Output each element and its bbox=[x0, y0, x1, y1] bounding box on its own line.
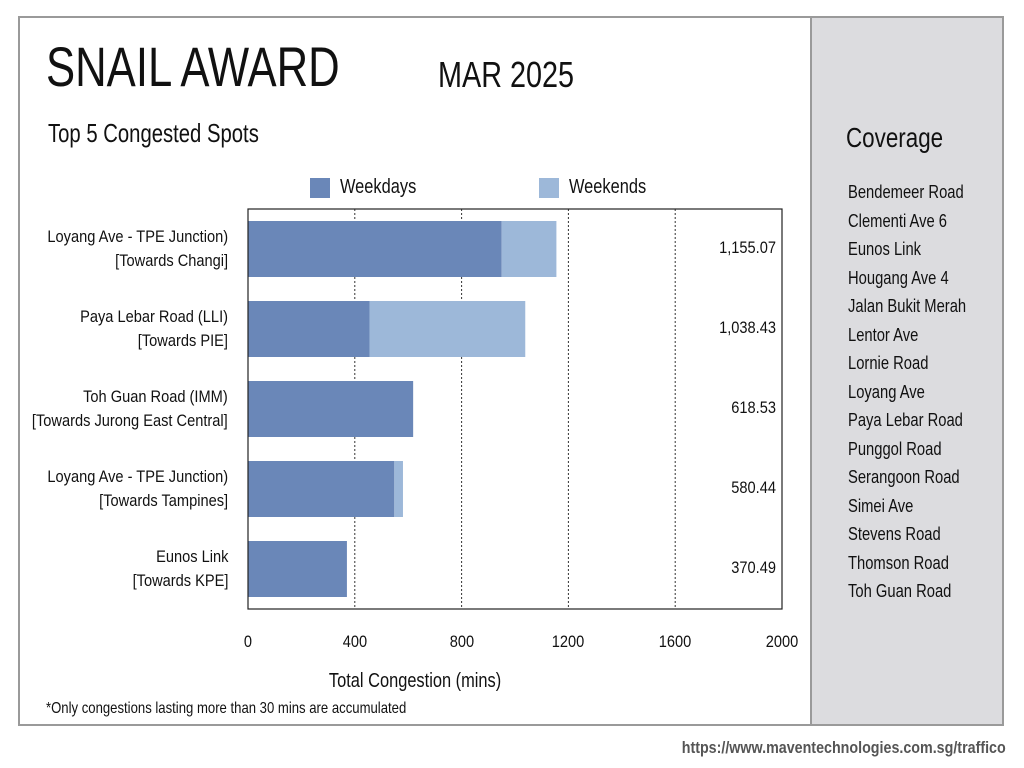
category-label-line: [Towards Jurong East Central] bbox=[32, 411, 228, 430]
coverage-road: Lornie Road bbox=[848, 353, 929, 373]
x-tick-label: 2000 bbox=[765, 632, 799, 651]
coverage-road: Punggol Road bbox=[848, 438, 942, 459]
total-value-label: 618.53 bbox=[731, 398, 776, 417]
legend-weekends-label: Weekends bbox=[569, 176, 647, 198]
total-value-label: 1,038.43 bbox=[719, 318, 776, 337]
bar-chart bbox=[247, 208, 783, 610]
coverage-road: Hougang Ave 4 bbox=[848, 267, 949, 288]
coverage-road: Stevens Road bbox=[848, 524, 941, 544]
coverage-road: Toh Guan Road bbox=[848, 581, 952, 601]
category-label-line: [Towards PIE] bbox=[137, 331, 228, 350]
category-label-line: Loyang Ave - TPE Junction) bbox=[47, 467, 228, 486]
category-label: Eunos Link [Towards KPE] bbox=[117, 545, 228, 593]
x-axis-title: Total Congestion (mins) bbox=[20, 670, 810, 693]
bar-weekends bbox=[369, 301, 526, 357]
x-axis-title-text: Total Congestion (mins) bbox=[328, 670, 502, 692]
source-url[interactable]: https://www.maventechnologies.com.sg/tra… bbox=[681, 738, 1006, 757]
coverage-panel: Coverage Bendemeer Road Clementi Ave 6 Eun… bbox=[810, 18, 1002, 724]
month-label: MAR 2025 bbox=[438, 54, 575, 95]
coverage-road: Jalan Bukit Merah bbox=[848, 296, 967, 316]
coverage-road: Simei Ave bbox=[848, 495, 914, 516]
x-tick-label: 800 bbox=[449, 632, 474, 651]
coverage-road: Thomson Road bbox=[848, 552, 949, 573]
coverage-road: Paya Lebar Road bbox=[848, 410, 963, 430]
category-label: Paya Lebar Road (LLI) [Towards PIE] bbox=[56, 305, 228, 353]
bar-weekdays bbox=[248, 461, 395, 517]
category-label-line: [Towards KPE] bbox=[132, 571, 228, 590]
category-label: Loyang Ave - TPE Junction) [Towards Tampi… bbox=[18, 465, 228, 513]
footnote: *Only congestions lasting more than 30 m… bbox=[46, 700, 407, 717]
page-title: SNAIL AWARD bbox=[46, 35, 340, 98]
coverage-title: Coverage bbox=[846, 122, 944, 153]
legend-weekends: Weekends bbox=[539, 176, 663, 199]
category-label-line: Paya Lebar Road (LLI) bbox=[80, 307, 228, 326]
bar-weekdays bbox=[248, 381, 414, 437]
category-label-line: Toh Guan Road (IMM) bbox=[83, 387, 229, 406]
plot-border bbox=[247, 208, 783, 610]
bar-weekdays bbox=[248, 541, 347, 597]
coverage-road: Lentor Ave bbox=[848, 324, 919, 345]
coverage-road: Loyang Ave bbox=[848, 381, 925, 402]
bar-weekdays bbox=[248, 301, 370, 357]
category-label-line: Eunos Link bbox=[155, 547, 228, 566]
bar-weekdays bbox=[248, 221, 502, 277]
total-value-label: 1,155.07 bbox=[719, 238, 776, 257]
category-label-line: [Towards Changi] bbox=[115, 251, 228, 270]
legend-weekdays-swatch bbox=[310, 177, 330, 198]
coverage-road: Eunos Link bbox=[848, 239, 922, 259]
legend-weekends-swatch bbox=[539, 177, 559, 198]
total-value-label: 580.44 bbox=[731, 478, 776, 497]
x-tick-label: 400 bbox=[342, 632, 367, 651]
bar-weekends bbox=[394, 461, 403, 517]
coverage-road: Serangoon Road bbox=[848, 467, 960, 487]
coverage-road: Clementi Ave 6 bbox=[848, 210, 948, 231]
x-tick-label: 1200 bbox=[552, 632, 585, 651]
x-tick-label: 1600 bbox=[658, 632, 692, 651]
chart-subtitle: Top 5 Congested Spots bbox=[48, 118, 259, 148]
legend-weekdays-label: Weekdays bbox=[340, 176, 417, 198]
category-label: Loyang Ave - TPE Junction) [Towards Chang… bbox=[18, 225, 228, 273]
legend-weekdays: Weekdays bbox=[310, 176, 433, 199]
bar-weekends bbox=[501, 221, 557, 277]
coverage-road: Bendemeer Road bbox=[848, 182, 964, 202]
x-tick-label: 0 bbox=[243, 632, 253, 651]
category-label: Toh Guan Road (IMM) [Towards Jurong East … bbox=[0, 385, 228, 433]
total-value-label: 370.49 bbox=[731, 558, 776, 577]
chart-panel: SNAIL AWARD MAR 2025 Top 5 Congested Spo… bbox=[20, 18, 810, 724]
category-label-line: Loyang Ave - TPE Junction) bbox=[47, 227, 228, 246]
category-label-line: [Towards Tampines] bbox=[99, 491, 228, 510]
coverage-list: Bendemeer Road Clementi Ave 6 Eunos Link Ho… bbox=[848, 178, 992, 606]
